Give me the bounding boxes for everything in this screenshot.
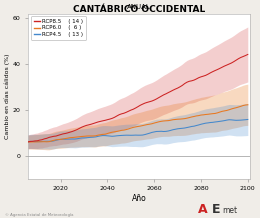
Y-axis label: Cambio en días cálidos (%): Cambio en días cálidos (%) [4, 53, 10, 139]
X-axis label: Año: Año [132, 194, 146, 203]
Text: A: A [198, 203, 207, 216]
Text: E: E [212, 203, 220, 216]
Text: © Agencia Estatal de Meteorología: © Agencia Estatal de Meteorología [5, 213, 74, 217]
Title: CANTÁBRICO OCCIDENTAL: CANTÁBRICO OCCIDENTAL [73, 5, 205, 14]
Text: met: met [222, 206, 237, 215]
Legend: RCP8.5    ( 14 ), RCP6.0    (  6 ), RCP4.5    ( 13 ): RCP8.5 ( 14 ), RCP6.0 ( 6 ), RCP4.5 ( 13… [31, 16, 86, 40]
Text: ANUAL: ANUAL [127, 4, 151, 10]
